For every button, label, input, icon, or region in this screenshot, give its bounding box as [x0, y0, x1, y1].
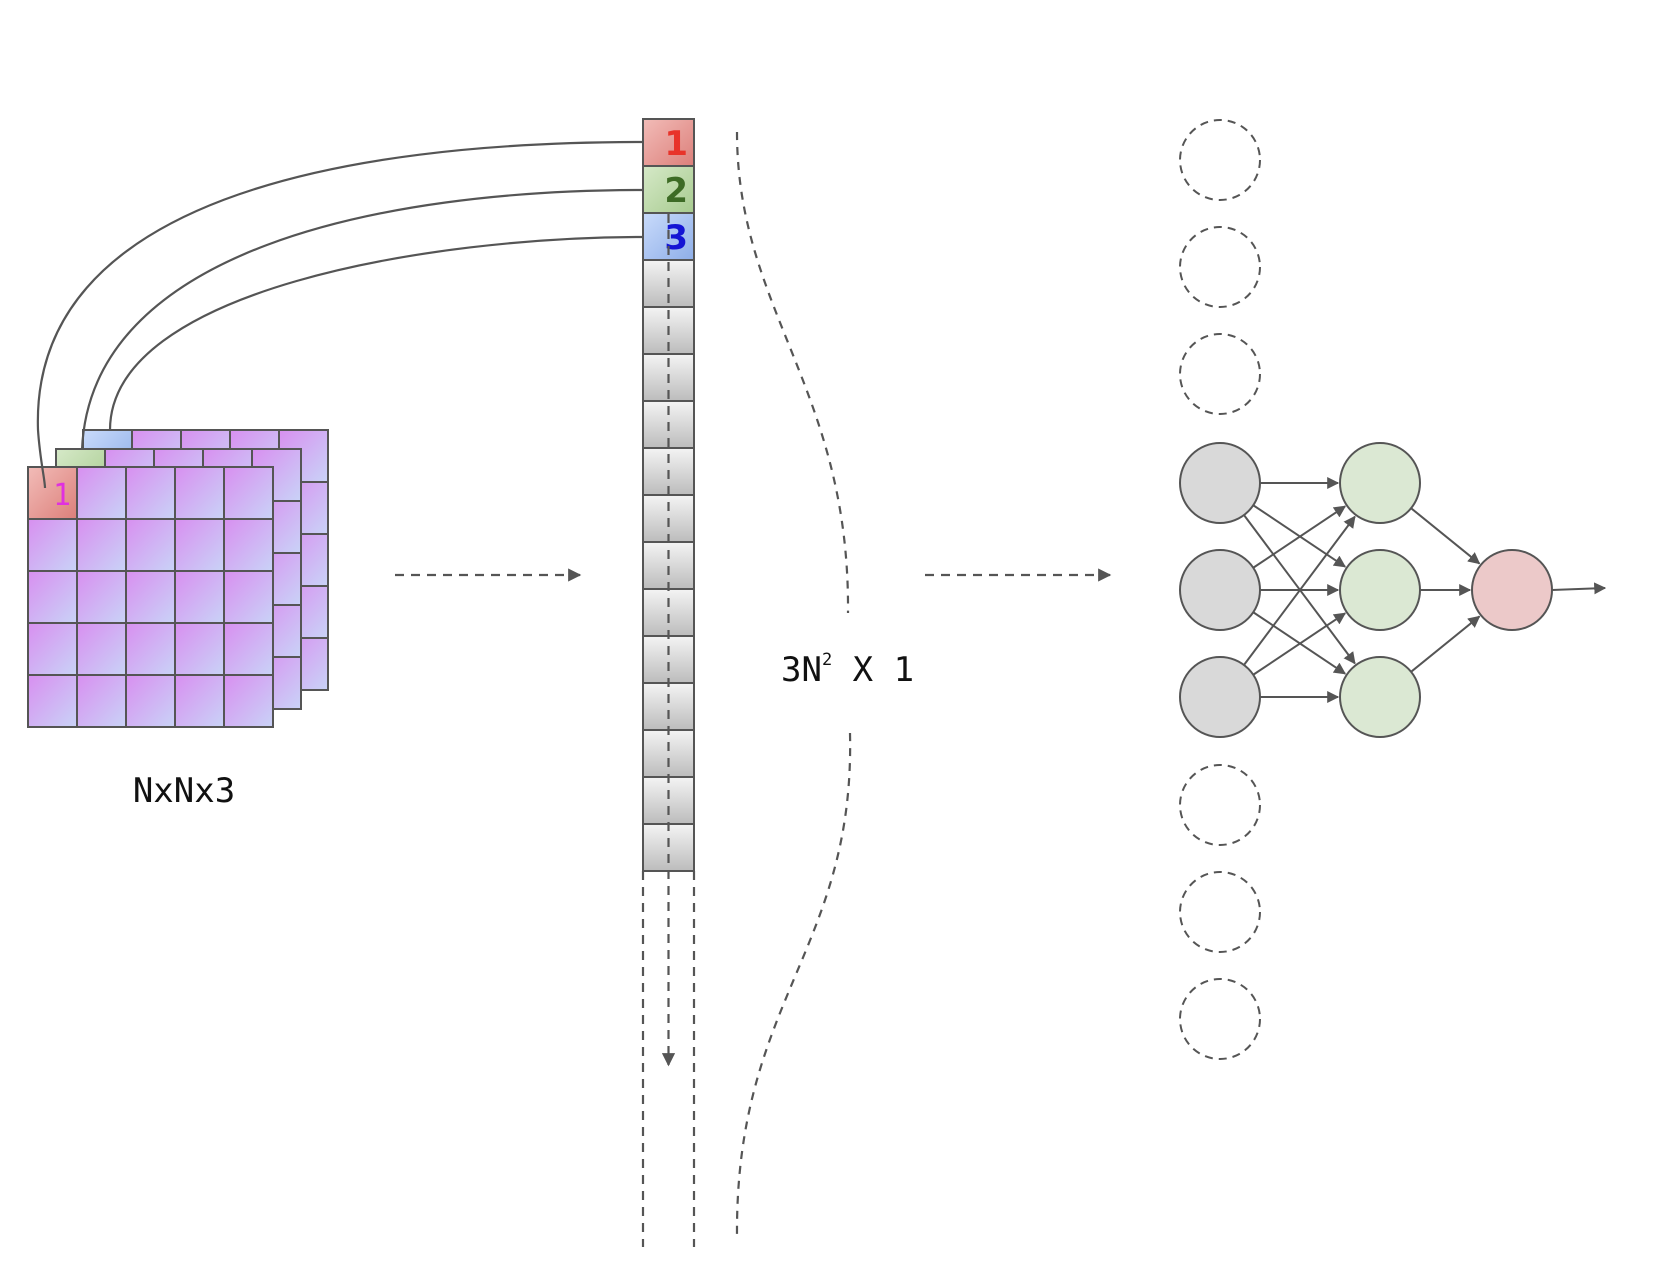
input-node-placeholder: [1179, 764, 1261, 846]
grid-cell: [174, 466, 225, 520]
input-node-placeholder: [1179, 226, 1261, 308]
vector-cell-empty: [642, 635, 695, 684]
grid-cell: [223, 622, 274, 676]
grid-cell: [174, 622, 225, 676]
hidden-node: [1339, 549, 1421, 631]
brace-upper: [735, 131, 850, 614]
grid-cell: [76, 674, 127, 728]
grid-cell: [125, 570, 176, 624]
dimension-brace: [735, 131, 852, 1238]
image-grid-stack: 1: [27, 429, 329, 728]
output-arrow: [1551, 582, 1607, 595]
flattened-vector: 1 2 3: [641, 118, 696, 1247]
input-node-placeholder: [1179, 978, 1261, 1060]
vector-cell-label: 3: [664, 218, 688, 258]
input-hidden-edges: [1243, 477, 1481, 703]
grid-cell: [223, 518, 274, 572]
vector-cell-label: 2: [664, 171, 688, 211]
grid-cell: [76, 570, 127, 624]
brace-lower: [735, 732, 852, 1238]
neural-network: [1179, 119, 1607, 1060]
curve-blue: [108, 235, 644, 431]
vector-cell-label: 1: [664, 124, 688, 164]
dimension-base: 3N: [781, 650, 822, 690]
input-node-placeholder: [1179, 333, 1261, 415]
grid-layer-red: [27, 466, 274, 728]
vector-cell-empty: [642, 776, 695, 825]
dimension-suffix: X 1: [832, 650, 914, 690]
grid-cell: [174, 570, 225, 624]
grid-cell: [174, 518, 225, 572]
grid-cell: [27, 466, 78, 520]
vector-cell-empty: [642, 823, 695, 872]
vector-cell-empty: [642, 729, 695, 778]
hidden-node: [1339, 656, 1421, 738]
grid-cell: [125, 622, 176, 676]
grid-cell: [174, 674, 225, 728]
vector-dimension-label: 3N2 X 1: [781, 650, 914, 690]
grid-cell: [76, 622, 127, 676]
grid-cell: [223, 674, 274, 728]
grid-cell: [76, 466, 127, 520]
input-node-placeholder: [1179, 871, 1261, 953]
output-node: [1471, 549, 1553, 631]
input-node: [1179, 442, 1261, 524]
vector-cell-empty: [642, 588, 695, 637]
dimension-exponent: 2: [822, 650, 832, 670]
grid-cell: [125, 466, 176, 520]
grid-cell: [76, 518, 127, 572]
vector-cell-empty: [642, 682, 695, 731]
edge: [1243, 515, 1356, 666]
vector-cell-2: 2: [642, 165, 695, 214]
grid-cell: [27, 518, 78, 572]
input-node: [1179, 549, 1261, 631]
edge: [1252, 505, 1347, 569]
hidden-node: [1339, 442, 1421, 524]
connection-curves: [36, 140, 644, 489]
curve-red: [36, 140, 644, 489]
vector-cell-1: 1: [642, 118, 695, 167]
edge: [1410, 507, 1481, 565]
grid-cell: [27, 622, 78, 676]
grid-cell: [223, 466, 274, 520]
edge: [1410, 615, 1481, 673]
vector-cell-empty: [642, 541, 695, 590]
grid-cell: [27, 674, 78, 728]
input-node: [1179, 656, 1261, 738]
edge: [1252, 612, 1347, 676]
grid-dimension-label: NxNx3: [133, 771, 235, 811]
input-node-placeholder: [1179, 119, 1261, 201]
grid-cell: [125, 674, 176, 728]
grid-cell: [27, 570, 78, 624]
grid-cell: [125, 518, 176, 572]
grid-cell-label: 1: [53, 478, 71, 513]
curve-green: [80, 188, 644, 451]
grid-cell: [223, 570, 274, 624]
